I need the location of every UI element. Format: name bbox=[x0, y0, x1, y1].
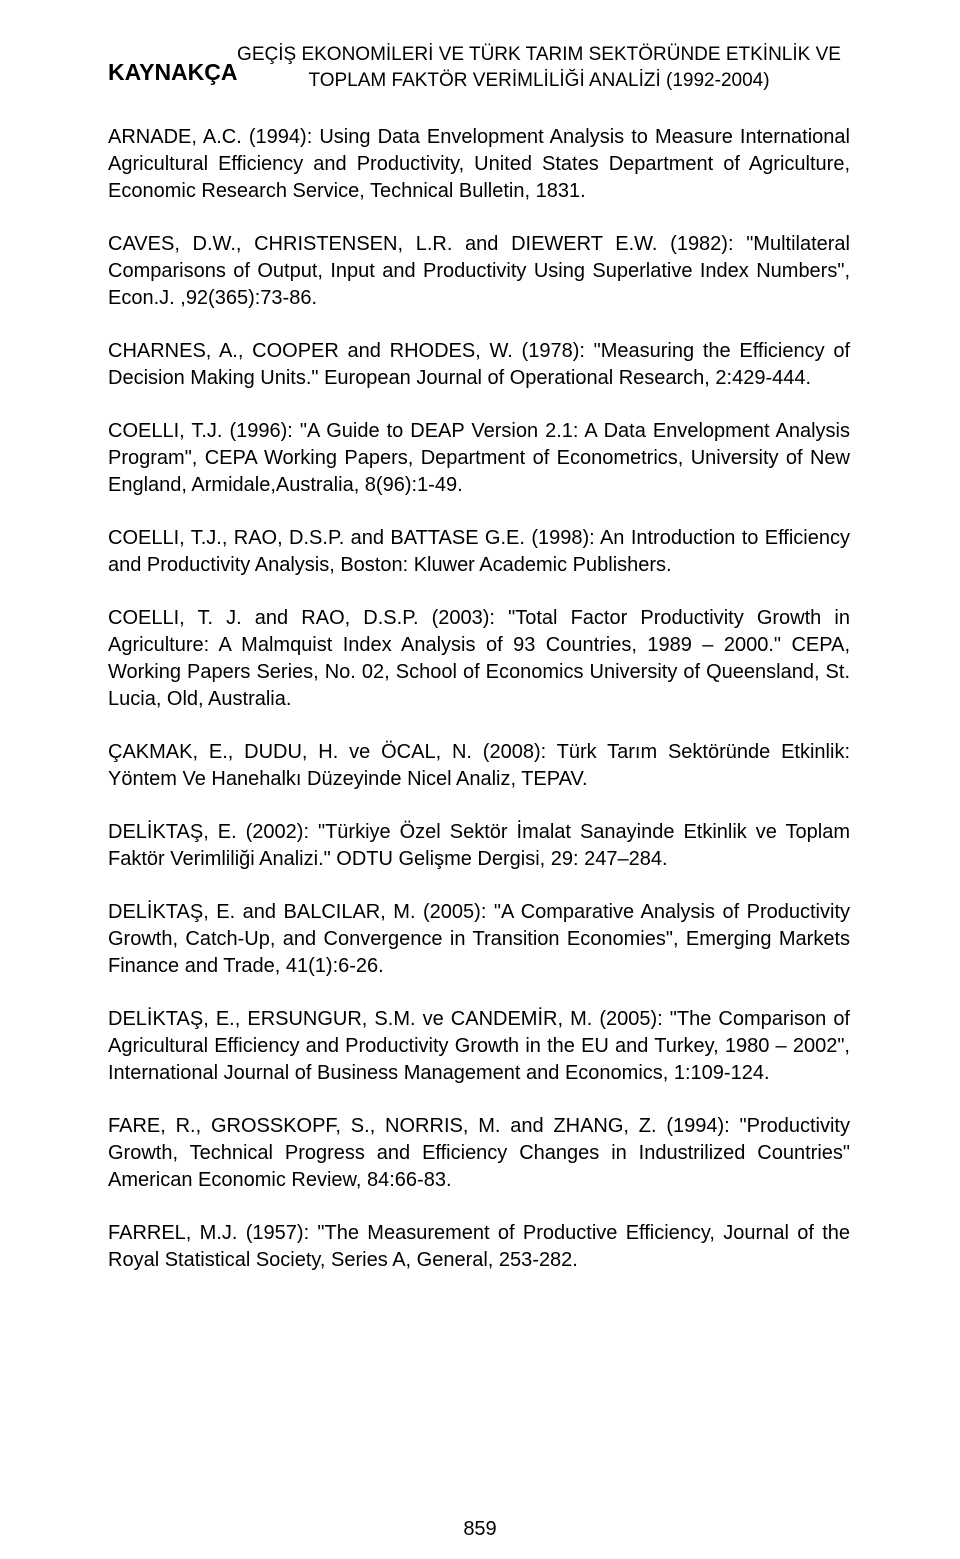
reference-item: DELİKTAŞ, E. and BALCILAR, M. (2005): "A… bbox=[108, 899, 850, 980]
reference-item: DELİKTAŞ, E. (2002): "Türkiye Özel Sektö… bbox=[108, 819, 850, 873]
reference-item: COELLI, T. J. and RAO, D.S.P. (2003): "T… bbox=[108, 605, 850, 713]
reference-item: ARNADE, A.C. (1994): Using Data Envelopm… bbox=[108, 124, 850, 205]
page-number: 859 bbox=[0, 1518, 960, 1541]
header-line-2: TOPLAM FAKTÖR VERİMLİLİĞİ ANALİZİ (1992-… bbox=[228, 68, 850, 94]
reference-item: CAVES, D.W., CHRISTENSEN, L.R. and DIEWE… bbox=[108, 231, 850, 312]
reference-item: CHARNES, A., COOPER and RHODES, W. (1978… bbox=[108, 338, 850, 392]
reference-item: COELLI, T.J., RAO, D.S.P. and BATTASE G.… bbox=[108, 525, 850, 579]
reference-item: COELLI, T.J. (1996): "A Guide to DEAP Ve… bbox=[108, 418, 850, 499]
header-line-1: GEÇİŞ EKONOMİLERİ VE TÜRK TARIM SEKTÖRÜN… bbox=[228, 42, 850, 68]
reference-item: DELİKTAŞ, E., ERSUNGUR, S.M. ve CANDEMİR… bbox=[108, 1006, 850, 1087]
reference-item: FARREL, M.J. (1957): "The Measurement of… bbox=[108, 1220, 850, 1274]
reference-item: ÇAKMAK, E., DUDU, H. ve ÖCAL, N. (2008):… bbox=[108, 739, 850, 793]
reference-item: FARE, R., GROSSKOPF, S., NORRIS, M. and … bbox=[108, 1113, 850, 1194]
